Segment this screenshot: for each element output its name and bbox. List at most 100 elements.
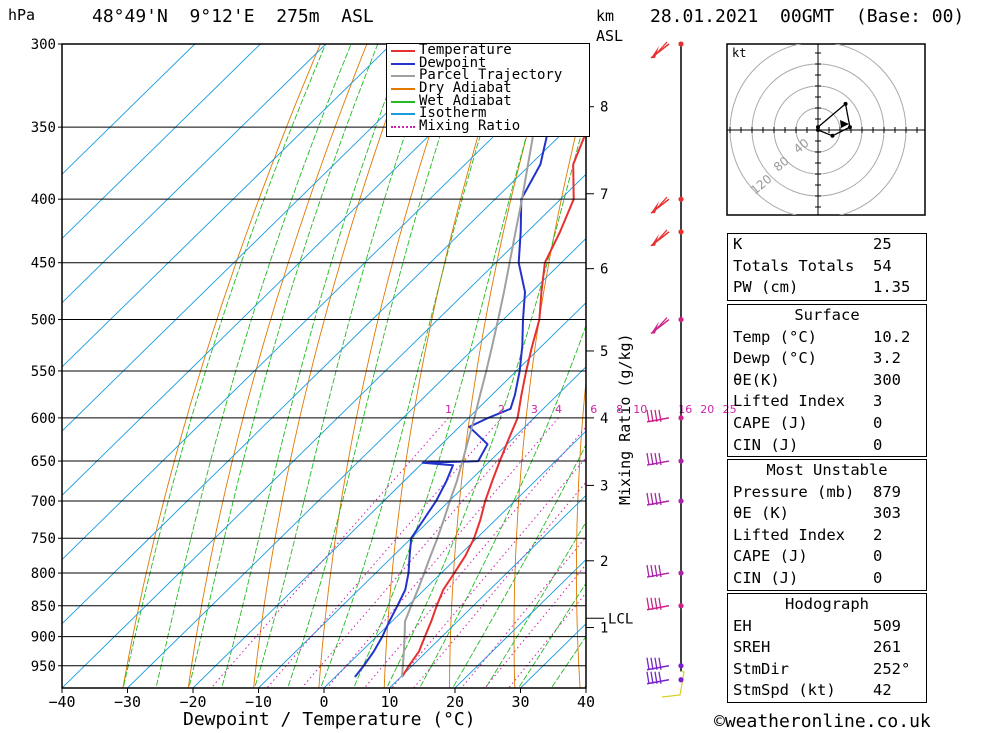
table-row: CIN (J) 0 (728, 435, 926, 457)
mixing-ratio-label: 4 (555, 403, 562, 416)
hodograph-unit-label: kt (732, 46, 747, 60)
pressure-tick-label: 450 (31, 256, 56, 272)
table-row: θE(K) 300 (728, 370, 926, 392)
mixing-ratio-line (413, 481, 586, 688)
km-tick-label: 4 (600, 411, 608, 427)
surface-wind-line (661, 670, 685, 698)
x-tick-label: −20 (179, 693, 206, 711)
legend-entry: Wet Adiabat (387, 92, 589, 109)
pressure-tick-label: 800 (31, 566, 56, 582)
km-tick-label: 6 (600, 262, 608, 278)
row-label: EH (733, 616, 752, 635)
table-title: Hodograph (785, 595, 869, 613)
mixing-ratio-line (326, 417, 559, 688)
mixing-ratio-line (484, 563, 586, 688)
row-value: 25 (873, 235, 892, 253)
hodograph-point (816, 125, 820, 130)
isotherm-line (127, 237, 586, 688)
table-title: Most Unstable (766, 461, 888, 479)
row-label: StmDir (733, 659, 789, 678)
legend-entry: Mixing Ratio (387, 119, 589, 133)
lcl-label: LCL (608, 611, 633, 627)
row-value: 300 (873, 370, 901, 389)
legend-label: Dry Adiabat (419, 80, 512, 97)
table-row: CAPE (J) 0 (728, 413, 926, 435)
dry-adiabat-line (253, 44, 414, 688)
pressure-tick-label: 400 (31, 192, 56, 208)
table-title: Surface (794, 306, 860, 324)
dry-adiabat-line (187, 44, 368, 688)
wet-adiabat-line (452, 443, 586, 688)
row-label: K (733, 235, 743, 253)
dry-adiabat-line (513, 91, 586, 688)
row-label: Temp (°C) (733, 327, 817, 346)
wet-adiabat-line (221, 44, 407, 688)
row-label: SREH (733, 638, 771, 657)
x-tick-label: 10 (380, 693, 398, 711)
storm-motion-arrow (840, 120, 849, 128)
dry-adiabat-line (449, 44, 553, 688)
row-label: CIN (J) (733, 568, 799, 587)
km-tick-label: 3 (600, 478, 608, 494)
row-value: 0 (873, 568, 883, 587)
row-value: 0 (873, 547, 883, 566)
dry-adiabat-line (637, 44, 692, 688)
x-axis-label: Dewpoint / Temperature (°C) (183, 709, 476, 730)
height-unit-asl: ASL (596, 27, 624, 45)
row-value: 303 (873, 504, 901, 523)
wind-barb (646, 452, 670, 466)
hodograph-table: Hodograph EH 509 SREH 261 StmDir 252° StmSpd (k… (727, 593, 927, 703)
wind-barb (646, 564, 670, 578)
x-tick-label: −30 (114, 693, 141, 711)
isotherm-line (323, 430, 586, 688)
row-value: 0 (873, 413, 883, 432)
x-tick-label: 40 (577, 693, 595, 711)
wind-barb-dot (678, 41, 684, 47)
wind-barb (646, 409, 670, 423)
wet-adiabat-line (287, 44, 471, 688)
isotherm-line (62, 44, 523, 496)
table-row: SREH 261 (728, 637, 926, 659)
row-value: 261 (873, 638, 901, 657)
isotherm-line (192, 302, 586, 688)
table-row: PW (cm) 1.35 (728, 277, 926, 299)
dry-adiabat-line (575, 376, 586, 688)
legend-entry: Dewpoint (387, 56, 589, 70)
x-tick-label: 0 (319, 693, 328, 711)
mixing-ratio-label: 8 (616, 403, 623, 416)
row-label: StmSpd (kt) (733, 681, 836, 700)
table-row: Temp (°C) 10.2 (728, 327, 926, 349)
table-row: θE (K) 303 (728, 503, 926, 525)
pressure-tick-label: 500 (31, 313, 56, 329)
row-label: Dewp (°C) (733, 349, 817, 368)
isotherm-line (389, 494, 586, 688)
row-label: PW (cm) (733, 278, 799, 297)
height-unit-km: km (596, 7, 615, 25)
table-row: K 25 (728, 234, 926, 256)
legend-label: Wet Adiabat (419, 92, 512, 109)
pressure-tick-label: 900 (31, 630, 56, 646)
wind-barb (646, 657, 670, 671)
x-tick-label: −10 (245, 693, 272, 711)
row-label: CAPE (J) (733, 547, 808, 566)
isotherm-line (62, 44, 458, 432)
wind-barb-dot (678, 458, 684, 464)
row-label: Lifted Index (733, 525, 845, 544)
legend-swatch (391, 100, 415, 103)
dry-adiabat-line (383, 44, 507, 688)
mixing-ratio-axis-label: Mixing Ratio (g/kg) (616, 333, 634, 505)
row-value: 0 (873, 435, 883, 454)
legend-swatch (391, 50, 415, 52)
row-value: 42 (873, 681, 892, 700)
row-label: Pressure (mb) (733, 482, 855, 501)
row-value: 10.2 (873, 327, 911, 346)
table-row: Totals Totals 54 (728, 256, 926, 278)
row-label: Totals Totals (733, 256, 855, 275)
wet-adiabat-line (155, 44, 352, 688)
height-unit-label: km ASL (596, 6, 623, 46)
wind-barb-dot (678, 570, 684, 576)
row-label: CAPE (J) (733, 413, 808, 432)
km-tick-label: 2 (600, 554, 608, 570)
isotherm-line (62, 109, 586, 625)
